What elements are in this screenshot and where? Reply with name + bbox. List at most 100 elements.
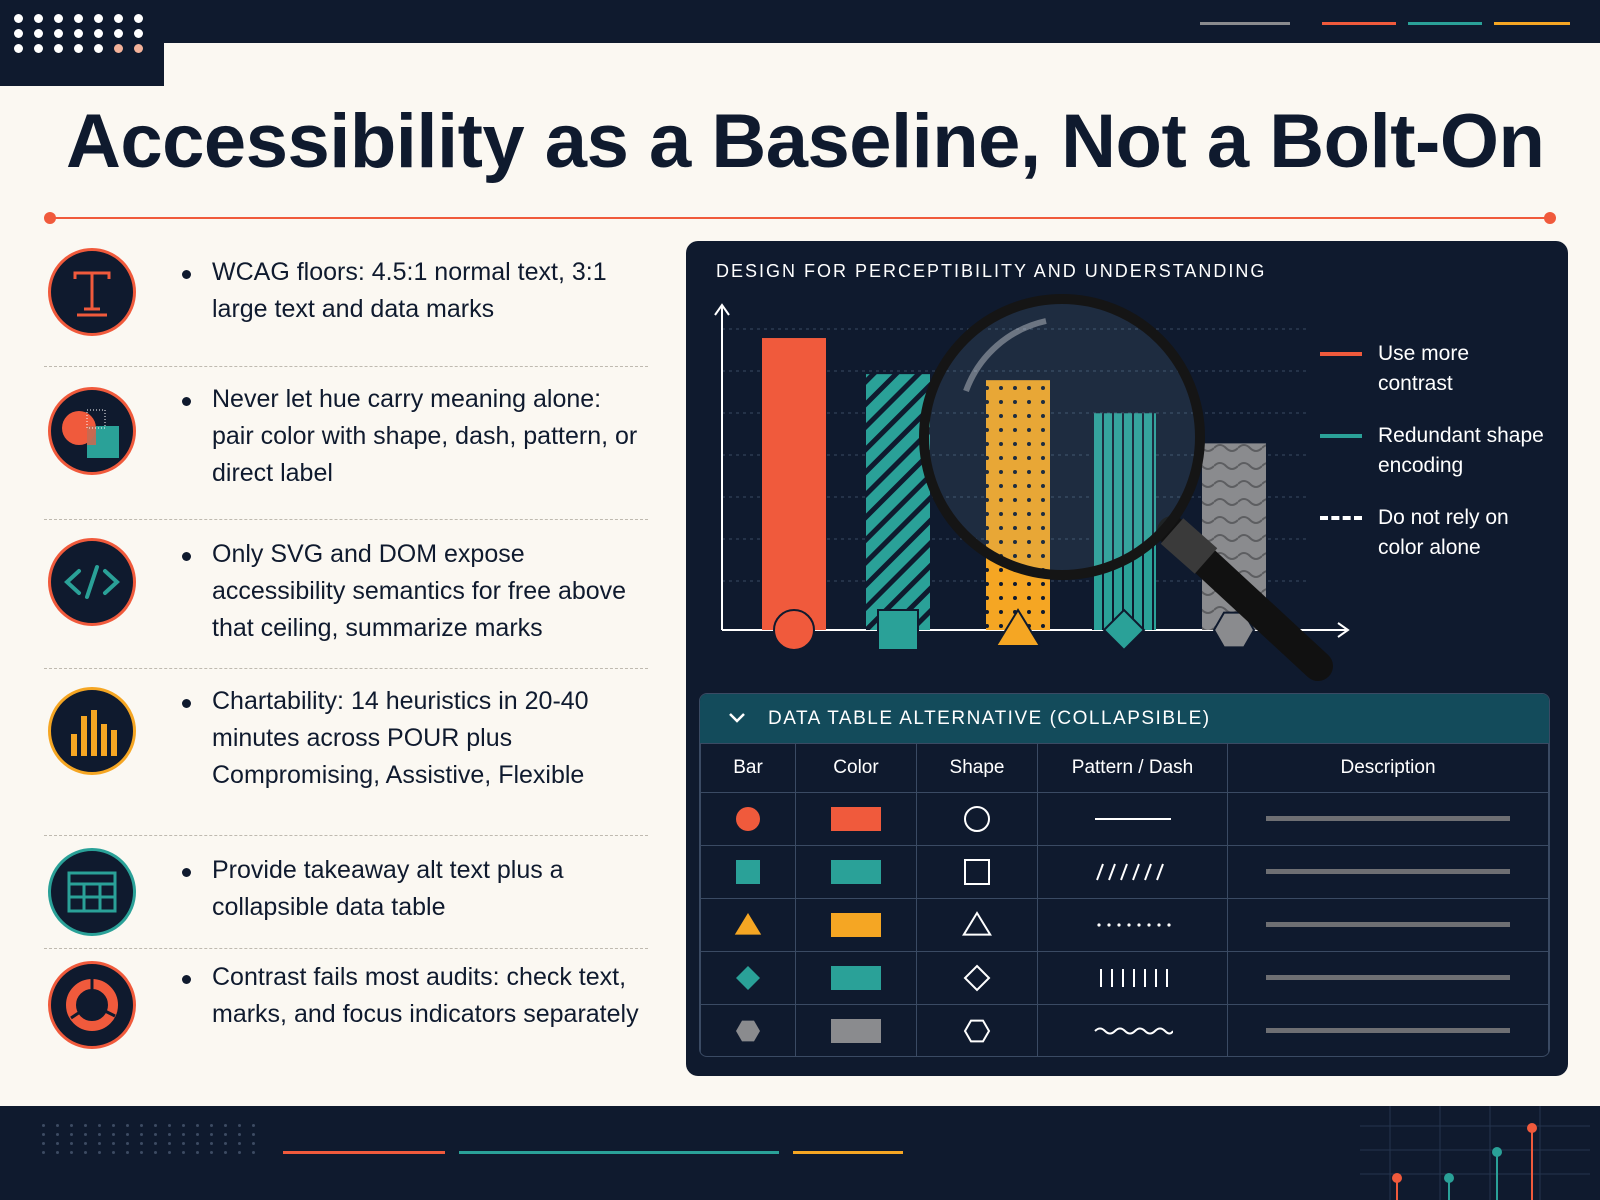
pattern-diagonal bbox=[1143, 863, 1152, 881]
footer-dot bbox=[168, 1133, 171, 1136]
cell-color-swatch-graphic bbox=[831, 1019, 881, 1043]
footer-dot bbox=[224, 1151, 227, 1154]
bar-chart bbox=[714, 294, 1350, 681]
cell-bar-marker bbox=[700, 951, 796, 1005]
column-header-pattern: Pattern / Dash bbox=[1037, 743, 1228, 793]
logo-dot bbox=[94, 44, 103, 53]
footer-dot bbox=[70, 1124, 73, 1127]
logo-dot bbox=[74, 14, 83, 23]
bullet-dot bbox=[182, 552, 191, 561]
chevron-down-icon[interactable] bbox=[728, 712, 746, 724]
table-collapse-header[interactable]: DATA TABLE ALTERNATIVE (COLLAPSIBLE) bbox=[700, 694, 1549, 743]
description-placeholder bbox=[1266, 1028, 1510, 1034]
bar-marker-circle bbox=[773, 609, 815, 651]
footer-dot bbox=[112, 1151, 115, 1154]
donut-chart-icon bbox=[48, 961, 136, 1049]
description-placeholder bbox=[1266, 975, 1510, 981]
bar-chart-icon bbox=[48, 687, 136, 775]
color-swatch bbox=[831, 860, 881, 884]
footer-dot bbox=[224, 1142, 227, 1145]
footer-dot bbox=[56, 1124, 59, 1127]
footer-dot bbox=[84, 1151, 87, 1154]
pattern-diagonal bbox=[1155, 863, 1164, 881]
footer-dot bbox=[196, 1151, 199, 1154]
pattern-dot bbox=[1156, 923, 1161, 927]
chart-bar bbox=[866, 374, 930, 630]
typography-icon bbox=[48, 248, 136, 336]
cell-bar-marker-graphic bbox=[736, 807, 760, 831]
footer-dot bbox=[168, 1151, 171, 1154]
magnifier-glare bbox=[963, 318, 1047, 393]
logo-dot bbox=[134, 44, 143, 53]
circle-icon bbox=[736, 807, 760, 831]
logo-dot bbox=[114, 14, 123, 23]
logo-dot bbox=[74, 29, 83, 38]
column-header-bar: Bar bbox=[700, 743, 796, 793]
footer-dot bbox=[224, 1124, 227, 1127]
cell-description bbox=[1227, 845, 1549, 899]
bullet-text: WCAG floors: 4.5:1 normal text, 3:1 larg… bbox=[212, 258, 607, 323]
cell-shape bbox=[916, 792, 1038, 846]
footer-dot bbox=[84, 1124, 87, 1127]
color-swatch bbox=[831, 807, 881, 831]
cell-color-swatch-graphic bbox=[831, 807, 881, 831]
diamond-icon bbox=[736, 966, 760, 990]
top-accent-line-yellow bbox=[1494, 22, 1570, 25]
top-accent-line-coral bbox=[1322, 22, 1396, 25]
footer-dot bbox=[168, 1124, 171, 1127]
chart-legend: Use more contrast Redundant shape encodi… bbox=[1320, 339, 1550, 585]
pattern-dot bbox=[1136, 923, 1141, 927]
cell-shape-graphic bbox=[963, 1019, 991, 1043]
logo-dot bbox=[14, 44, 23, 53]
footer-dot bbox=[210, 1133, 213, 1136]
cell-pattern bbox=[1037, 845, 1228, 899]
footer-dot bbox=[238, 1124, 241, 1127]
cell-shape bbox=[916, 1004, 1038, 1056]
logo-dot bbox=[94, 29, 103, 38]
footer-line-yellow bbox=[793, 1151, 903, 1154]
bullet-dot bbox=[182, 699, 191, 708]
footer-dot bbox=[238, 1151, 241, 1154]
footer-dot bbox=[252, 1142, 255, 1145]
magnifier-lens bbox=[924, 299, 1200, 575]
cell-pattern-graphic bbox=[1096, 923, 1171, 927]
footer-dot bbox=[98, 1133, 101, 1136]
cell-bar-marker bbox=[700, 845, 796, 899]
table-row bbox=[700, 792, 1549, 846]
footer-dot bbox=[140, 1124, 143, 1127]
bullet-item-contrast: WCAG floors: 4.5:1 normal text, 3:1 larg… bbox=[44, 238, 648, 367]
cell-bar-marker bbox=[700, 1004, 796, 1056]
footer-dot bbox=[154, 1124, 157, 1127]
cell-color-swatch-graphic bbox=[831, 913, 881, 937]
legend-swatch-dashed bbox=[1320, 516, 1362, 520]
bullet-dot bbox=[182, 868, 191, 877]
page-title: Accessibility as a Baseline, Not a Bolt-… bbox=[66, 99, 1545, 184]
bullet-list: WCAG floors: 4.5:1 normal text, 3:1 larg… bbox=[44, 238, 648, 1089]
magnifier-rim bbox=[919, 294, 1205, 580]
top-accent-line-gray bbox=[1200, 22, 1290, 25]
pattern-dot bbox=[1106, 923, 1111, 927]
footer-dot bbox=[70, 1142, 73, 1145]
footer-dot bbox=[70, 1151, 73, 1154]
y-axis-arrow bbox=[714, 303, 730, 316]
bullet-text: Only SVG and DOM expose accessibility se… bbox=[212, 540, 627, 642]
legend-swatch-teal bbox=[1320, 434, 1362, 438]
footer-dot bbox=[224, 1133, 227, 1136]
square-outline-icon bbox=[964, 859, 990, 885]
chart-bar bbox=[762, 338, 826, 630]
footer-dot bbox=[154, 1142, 157, 1145]
footer-dot bbox=[42, 1133, 45, 1136]
bullet-dot bbox=[182, 975, 191, 984]
footer-dot bbox=[238, 1142, 241, 1145]
cell-color-swatch bbox=[795, 898, 917, 952]
footer-dot bbox=[112, 1124, 115, 1127]
footer-dot bbox=[56, 1151, 59, 1154]
logo-dot bbox=[74, 44, 83, 53]
logo-dot bbox=[54, 29, 63, 38]
data-table: Bar Color Shape Pattern / Dash Descripti… bbox=[700, 743, 1549, 1056]
cell-color-swatch bbox=[795, 951, 917, 1005]
chart-bar bbox=[986, 380, 1050, 630]
footer-dot bbox=[210, 1142, 213, 1145]
top-accent-line-teal bbox=[1408, 22, 1482, 25]
table-icon bbox=[48, 848, 136, 936]
